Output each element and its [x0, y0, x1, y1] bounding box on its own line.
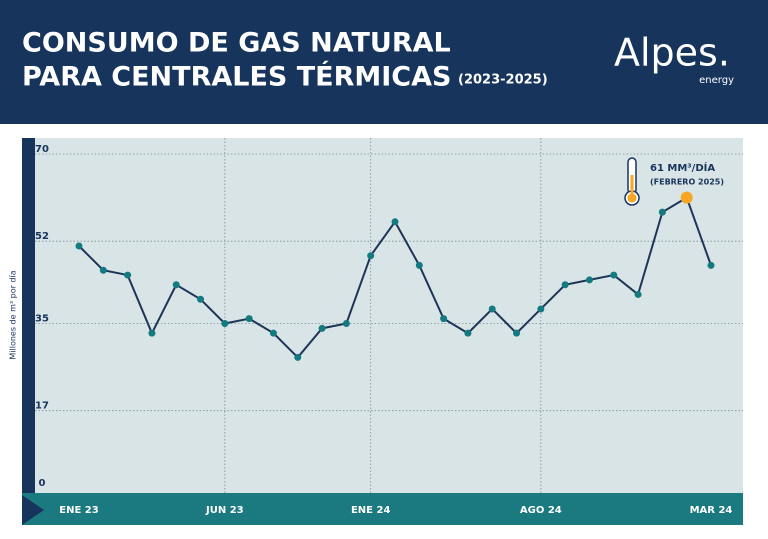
point: [172, 281, 180, 289]
highlight-point: [680, 191, 693, 204]
x-tick-label: ENE 23: [59, 505, 98, 516]
point: [415, 261, 423, 269]
point: [318, 324, 326, 332]
thermometer-icon: [624, 157, 640, 206]
x-axis-band: [22, 493, 743, 525]
point: [269, 329, 277, 337]
point: [367, 252, 375, 260]
point: [342, 320, 350, 327]
point: [585, 276, 593, 284]
point: [658, 208, 666, 216]
header: [0, 0, 768, 124]
x-tick-label: MAR 24: [690, 505, 733, 516]
annotation-subtext: (FEBRERO 2025): [650, 178, 724, 187]
decor: [22, 495, 44, 525]
point: [124, 271, 132, 279]
title-line: CONSUMO DE GAS NATURAL: [22, 28, 451, 59]
point: [464, 329, 472, 337]
point: [537, 305, 545, 313]
annotation-text: 61 MM³/DÍA: [650, 161, 715, 174]
plot-area: [35, 138, 743, 493]
point: [294, 353, 302, 361]
point: [513, 329, 521, 337]
point: [488, 305, 496, 313]
point: [75, 242, 83, 250]
point: [221, 320, 229, 327]
title-line: PARA CENTRALES TÉRMICAS: [22, 61, 451, 93]
point: [561, 281, 569, 289]
y-tick-label: 0: [39, 478, 46, 489]
point: [148, 329, 156, 337]
brand-tagline: energy: [699, 75, 734, 86]
x-tick-label: JUN 23: [205, 505, 244, 516]
y-axis-label: Millones de m³ por día: [9, 270, 18, 359]
x-tick-label: ENE 24: [351, 505, 390, 516]
y-tick-label: 70: [35, 144, 49, 155]
axis-strip: [22, 138, 35, 525]
point: [440, 315, 448, 323]
y-tick-label: 52: [35, 231, 49, 242]
point: [391, 218, 399, 226]
point: [707, 261, 715, 269]
subtitle: (2023-2025): [458, 73, 548, 88]
point: [610, 271, 618, 279]
y-tick-label: 17: [35, 401, 49, 412]
point: [99, 266, 107, 274]
point: [245, 315, 253, 323]
point: [197, 295, 205, 303]
point: [634, 290, 642, 298]
y-tick-label: 35: [35, 314, 49, 325]
brand-name: Alpes.: [614, 31, 730, 75]
x-tick-label: AGO 24: [520, 505, 562, 516]
